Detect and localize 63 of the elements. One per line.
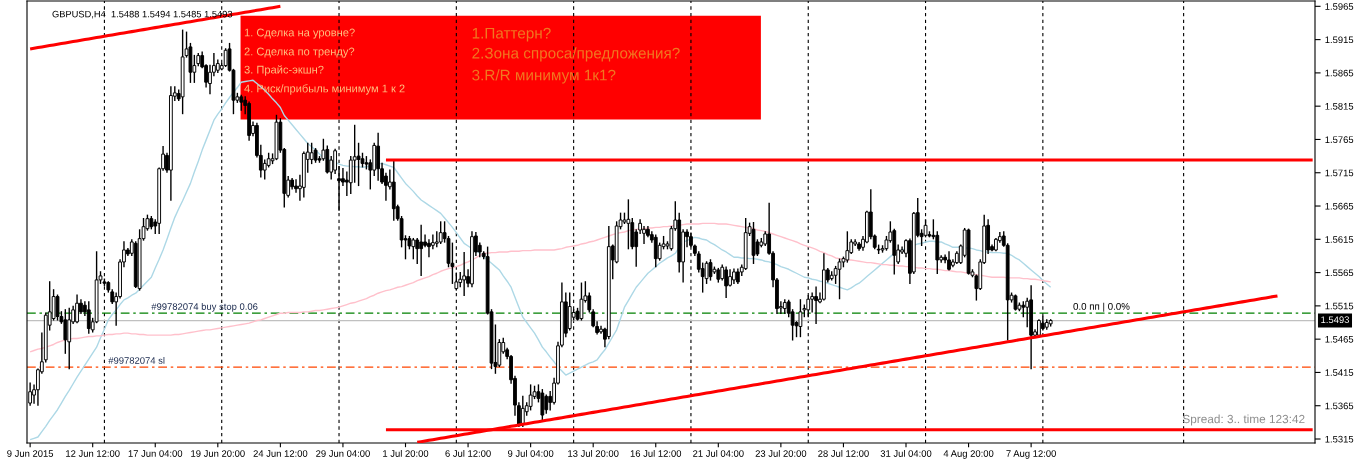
candlestick — [356, 142, 361, 187]
y-tick-label: 1.5665 — [1325, 202, 1354, 210]
y-tick-label: 1.5465 — [1325, 335, 1354, 343]
y-tick-label: 1.5715 — [1325, 169, 1354, 177]
candlestick — [294, 179, 298, 193]
candlestick — [438, 221, 443, 244]
x-tick-label: 19 Jun 20:00 — [191, 450, 245, 457]
y-tick-label: 1.5815 — [1325, 103, 1354, 110]
ref-line-label: #99782074 sl — [108, 356, 165, 364]
y-tick-label: 1.5965 — [1325, 3, 1354, 10]
y-tick-label: 1.5765 — [1325, 136, 1354, 143]
x-tick-label: 6 Jul 12:00 — [445, 449, 491, 457]
candlestick — [814, 286, 818, 324]
y-tick-label: 1.5565 — [1325, 269, 1354, 277]
candlestick — [411, 237, 416, 260]
candlestick — [810, 292, 815, 313]
y-tick-label: 1.5515 — [1325, 302, 1354, 310]
annotation: 2. Сделка по тренду? — [244, 47, 355, 58]
text: GBPUSD,H4 1.5488 1.5494 1.5485 1.5493 — [52, 10, 233, 19]
candlestick — [837, 258, 842, 300]
x-tick-label: 13 Jul 20:00 — [568, 449, 619, 457]
candlestick — [309, 142, 314, 165]
annotation: Spread: 3.. time 123:42 — [1182, 414, 1305, 426]
candlestick — [63, 309, 68, 354]
candlestick — [708, 259, 713, 281]
y-tick-label: 1.5315 — [1325, 435, 1354, 443]
candlestick — [520, 395, 525, 428]
x-tick-label: 9 Jul 04:00 — [507, 449, 554, 457]
candlestick — [798, 299, 803, 338]
annotation: 1.Паттерн? — [472, 27, 551, 42]
x-tick-label: 1 Jul 20:00 — [383, 449, 429, 457]
x-tick-label: 4 Aug 20:00 — [943, 450, 994, 459]
candlestick — [376, 132, 381, 181]
y-tick-label: 1.5415 — [1325, 369, 1354, 376]
candlestick — [626, 199, 631, 250]
candlestick — [579, 282, 584, 321]
x-tick-label: 7 Aug 12:00 — [1006, 450, 1056, 459]
candlestick — [653, 234, 658, 268]
y-tick-label: 1.5865 — [1325, 69, 1354, 77]
x-tick-label: 21 Jul 04:00 — [693, 449, 744, 457]
candlestick — [352, 124, 357, 183]
x-tick-label: 16 Jul 12:00 — [630, 449, 682, 457]
y-tick-label: 1.5915 — [1325, 36, 1354, 44]
annotation: 0.0 пп | 0.0% — [1073, 302, 1130, 312]
x-tick-label: 9 Jun 2015 — [7, 450, 54, 457]
candlestick — [427, 239, 431, 258]
ref-line-label: 1.5493 — [1321, 316, 1350, 324]
x-tick-label: 23 Jul 20:00 — [755, 449, 807, 457]
x-tick-label: 12 Jun 12:00 — [66, 450, 120, 457]
x-tick-label: 31 Jul 04:00 — [880, 449, 932, 457]
annotation: 3. Прайс-экшн? — [244, 65, 324, 76]
x-tick-label: 24 Jun 12:00 — [253, 450, 308, 457]
x-tick-label: 28 Jul 12:00 — [818, 449, 869, 457]
annotation: 2.Зона спроса/предложения? — [472, 47, 680, 62]
x-tick-label: 17 Jun 04:00 — [128, 450, 183, 457]
annotation: 3.R/R минимум 1к1? — [472, 69, 616, 84]
candlestick — [75, 294, 79, 324]
y-tick-label: 1.5615 — [1325, 236, 1354, 243]
annotation: 1. Сделка на уровне? — [244, 28, 355, 39]
candlestick — [55, 294, 60, 321]
y-tick-label: 1.5365 — [1325, 402, 1354, 410]
x-tick-label: 29 Jun 04:00 — [316, 450, 370, 457]
candlestick — [528, 384, 533, 411]
